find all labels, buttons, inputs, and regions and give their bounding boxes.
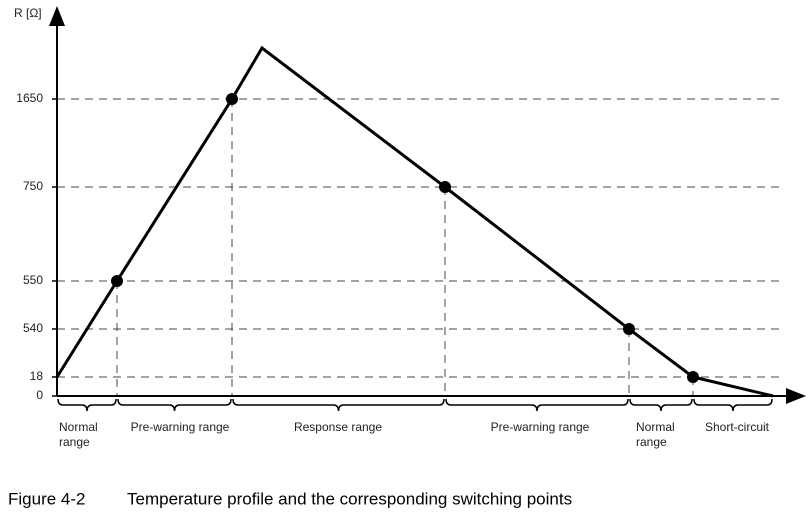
- brace: [232, 398, 445, 412]
- range-label: range: [636, 435, 667, 449]
- point: [439, 181, 451, 193]
- range-label: Pre-warning range: [131, 420, 230, 434]
- range-label: Normal: [59, 420, 98, 434]
- brace: [693, 398, 773, 412]
- y-tick-label: 550: [23, 273, 43, 287]
- y-tick-label: 750: [23, 179, 43, 193]
- profile-line: [55, 45, 774, 398]
- switching-points: [111, 93, 699, 383]
- range-label: Normal: [636, 420, 675, 434]
- point: [623, 323, 635, 335]
- range-label: range: [59, 435, 90, 449]
- y-tick-label: 1650: [16, 91, 43, 105]
- brace: [445, 398, 629, 412]
- y-tick-label: 0: [36, 388, 43, 402]
- point: [226, 93, 238, 105]
- range-label: Short-circuit: [705, 420, 770, 434]
- caption-number: Figure 4-2: [8, 489, 85, 508]
- y-tick-label: 18: [30, 369, 44, 383]
- y-axis-label: R [Ω]: [14, 6, 42, 20]
- caption-text: Temperature profile and the correspondin…: [127, 489, 572, 508]
- y-tick-label: 540: [23, 321, 43, 335]
- brace: [629, 398, 693, 412]
- brace: [57, 398, 117, 412]
- range-label: Response range: [294, 420, 382, 434]
- brace: [117, 398, 232, 412]
- range-label: Pre-warning range: [491, 420, 590, 434]
- point: [111, 275, 123, 287]
- point: [687, 371, 699, 383]
- dashed-lines: [57, 98, 780, 396]
